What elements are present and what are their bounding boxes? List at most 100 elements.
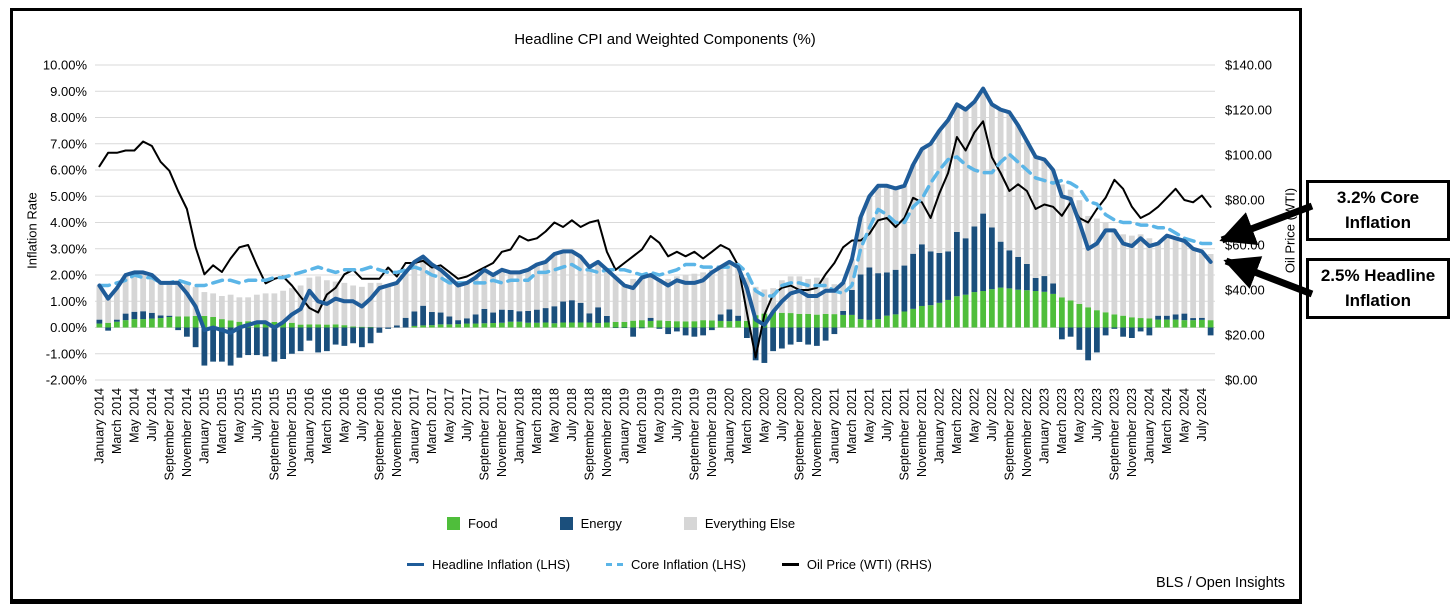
legend-label-oil: Oil Price (WTI) (RHS) (806, 557, 932, 572)
bar-energy (236, 327, 243, 358)
bar-food (866, 319, 873, 328)
bar-food (437, 324, 444, 328)
bar-food (262, 321, 269, 328)
bar-everything-else (691, 273, 698, 322)
bar-energy (586, 313, 593, 323)
bar-energy (1198, 317, 1205, 320)
bar-energy (358, 327, 365, 348)
core-line-swatch-icon (606, 563, 624, 566)
bar-everything-else (1198, 251, 1205, 318)
bar-everything-else (700, 272, 707, 321)
bar-everything-else (1041, 159, 1048, 277)
bar-food (603, 322, 610, 328)
bar-food (577, 322, 584, 328)
bar-energy (113, 319, 120, 322)
x-axis-tick-label: May 2016 (337, 388, 351, 443)
bar-food (796, 313, 803, 328)
bar-food (1181, 320, 1188, 328)
bar-energy (1093, 327, 1100, 353)
x-axis-tick-label: May 2024 (1177, 388, 1191, 443)
bar-everything-else (682, 275, 689, 322)
bar-food (883, 315, 890, 328)
bar-food (472, 323, 479, 328)
bar-food (665, 320, 672, 328)
bar-energy (700, 327, 707, 336)
bar-food (770, 312, 777, 328)
bar-food (210, 317, 217, 328)
bar-everything-else (831, 284, 838, 315)
bar-everything-else (1076, 200, 1083, 304)
right-axis-tick-label: $20.00 (1225, 328, 1265, 343)
bar-energy (717, 314, 724, 321)
legend-label-food: Food (468, 516, 498, 531)
bar-food (420, 325, 427, 328)
bar-energy (875, 273, 882, 320)
bar-food (1085, 307, 1092, 328)
bar-energy (612, 327, 619, 329)
bar-energy (656, 327, 663, 329)
bar-everything-else (376, 282, 383, 328)
bar-energy (1102, 327, 1109, 336)
bar-everything-else (516, 272, 523, 312)
attribution: BLS / Open Insights (1156, 575, 1285, 591)
right-axis-tick-label: $80.00 (1225, 193, 1265, 208)
bar-energy (1137, 327, 1144, 332)
bar-energy (367, 327, 374, 344)
bar-energy (393, 325, 400, 328)
bar-food (857, 319, 864, 328)
chart-frame: Headline CPI and Weighted Components (%)… (10, 8, 1302, 604)
bar-everything-else (437, 269, 444, 313)
bar-everything-else (490, 275, 497, 313)
x-axis-tick-label: May 2023 (1072, 388, 1086, 443)
bar-energy (551, 306, 558, 324)
bar-energy (726, 309, 733, 322)
callout-headline-inflation: 2.5% Headline Inflation (1306, 258, 1450, 320)
bar-food (306, 324, 313, 328)
bar-everything-else (271, 293, 278, 322)
bar-everything-else (332, 281, 339, 325)
bar-energy (420, 305, 427, 326)
bar-everything-else (971, 101, 978, 227)
bar-everything-else (166, 282, 173, 316)
bar-food (183, 316, 190, 328)
left-axis-tick-label: -1.00% (46, 346, 88, 361)
bar-everything-else (621, 284, 628, 322)
bar-food (525, 322, 532, 328)
bar-food (848, 314, 855, 328)
bar-food (630, 320, 637, 328)
bar-food (568, 322, 575, 328)
bar-everything-else (96, 285, 103, 320)
bar-everything-else (463, 282, 470, 319)
bar-energy (568, 300, 575, 323)
x-axis-tick-label: September 2018 (582, 388, 596, 480)
bar-everything-else (1181, 240, 1188, 314)
bar-food (726, 321, 733, 328)
bar-energy (122, 313, 129, 321)
bar-everything-else (927, 143, 934, 252)
bar-food (945, 299, 952, 328)
bar-energy (796, 327, 803, 342)
x-axis-tick-label: July 2015 (250, 388, 264, 442)
bar-energy (96, 319, 103, 324)
bar-food (612, 321, 619, 328)
bar-energy (708, 327, 715, 331)
bar-energy (490, 312, 497, 324)
bar-everything-else (752, 286, 759, 316)
bar-energy (455, 320, 462, 325)
bar-everything-else (245, 297, 252, 322)
bar-food (1015, 289, 1022, 328)
bar-energy (166, 315, 173, 317)
bar-everything-else (350, 285, 357, 327)
x-axis-tick-label: July 2019 (670, 388, 684, 442)
x-axis-tick-label: January 2016 (302, 388, 316, 464)
x-axis-tick-label: November 2023 (1125, 388, 1139, 477)
bar-everything-else (1111, 229, 1118, 315)
bar-food (1172, 319, 1179, 328)
x-axis-tick-label: May 2019 (652, 388, 666, 443)
bar-everything-else (857, 217, 864, 275)
everything-else-swatch-icon (683, 517, 697, 530)
bar-food (481, 323, 488, 328)
x-axis-tick-label: July 2020 (775, 388, 789, 442)
bar-energy (787, 327, 794, 345)
bar-food (708, 320, 715, 328)
